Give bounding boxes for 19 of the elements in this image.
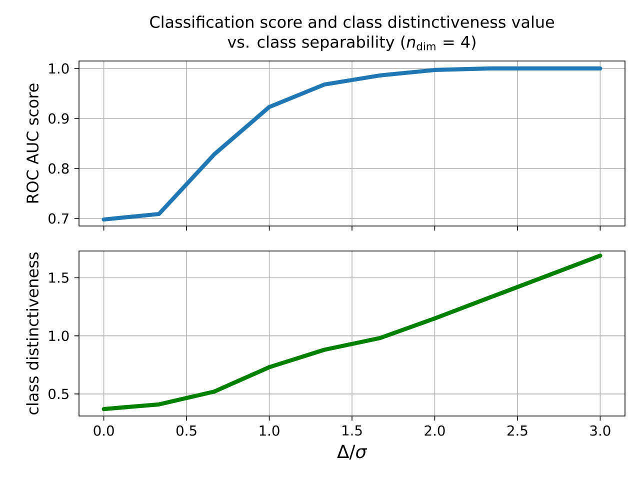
y-axis-title: class distinctiveness	[26, 252, 39, 414]
y-tick-label: 0.8	[48, 163, 69, 174]
y-axis-title: ROC AUC score	[26, 84, 39, 203]
x-axis-title: Δ/σ	[337, 444, 368, 460]
line-series	[102, 254, 602, 412]
x-tick-label: 0.0	[94, 425, 114, 436]
y-tick-label: 1.0	[49, 63, 69, 74]
y-tick-label: 0.9	[48, 113, 69, 124]
x-tick-label: 2.0	[424, 425, 445, 436]
y-tick-label: 0.5	[48, 388, 68, 400]
y-tick-label: 1.5	[49, 272, 68, 283]
x-tick-label: 1.0	[260, 425, 280, 436]
x-tick-label: 2.5	[507, 425, 528, 436]
x-tick-label: 1.5	[342, 425, 362, 436]
y-tick-label: 0.7	[48, 213, 68, 224]
x-tick-label: 0.5	[176, 425, 196, 436]
y-tick-label: 1.0	[49, 330, 69, 342]
chart-title: Classification score and class distinctiveness value vs. class separability (n$_{dim}$ = 4)	[150, 16, 554, 51]
x-tick-label: 3.0	[590, 425, 610, 436]
